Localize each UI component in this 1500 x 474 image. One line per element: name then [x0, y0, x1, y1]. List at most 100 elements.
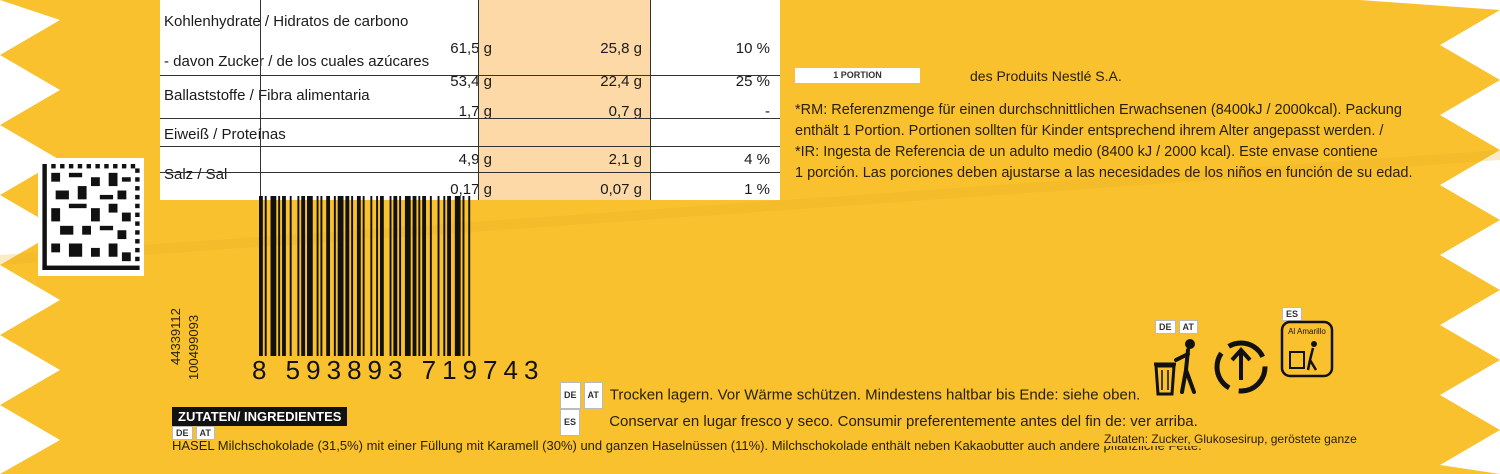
- value-per-100g: 0,17 g: [450, 181, 492, 198]
- storage-de-text: Trocken lagern. Vor Wärme schützen. Mind…: [609, 386, 1141, 404]
- reference-intake-text: *RM: Referenzmenge für einen durchschnit…: [795, 100, 1413, 184]
- yellow-bin-icon: Al Amarillo: [1280, 320, 1334, 378]
- barcode-bar: [326, 196, 331, 356]
- lang-badge: ES: [560, 409, 581, 436]
- storage-info: DE AT Trocken lagern. Vor Wärme schützen.…: [560, 382, 1198, 436]
- barcode-bar: [379, 196, 384, 356]
- barcode-bar: [297, 196, 300, 356]
- value-per-100g: 4,9 g: [458, 151, 492, 168]
- reference-line: 1 porción. Las porciones deben ajustarse…: [795, 165, 1413, 181]
- data-matrix-code: [38, 158, 144, 276]
- reference-line: *IR: Ingesta de Referencia de un adulto …: [795, 144, 1378, 160]
- value-per-100g: 1,7 g: [458, 103, 492, 120]
- barcode-bar: [468, 196, 471, 356]
- barcode-bar: [289, 196, 292, 356]
- reference-line: *RM: Referenzmenge für einen durchschnit…: [795, 102, 1402, 118]
- barcode-bar: [429, 196, 432, 356]
- value-per-portion: 22,4 g: [600, 73, 642, 90]
- barcode-bar: [454, 196, 461, 356]
- barcode: [259, 196, 471, 356]
- table-divider: [260, 0, 261, 200]
- barcode-bar: [259, 196, 263, 356]
- value-per-portion: 0,7 g: [608, 103, 642, 120]
- storage-es-line: ES Conservar en lugar fresco y seco. Con…: [560, 409, 1198, 436]
- barcode-bar: [443, 196, 446, 356]
- barcode-bar: [345, 196, 350, 356]
- table-divider: [478, 0, 479, 200]
- barcode-bar: [320, 196, 323, 356]
- nutrition-table: Kohlenhydrate / Hidratos de carbono - da…: [160, 0, 780, 200]
- table-row: 4,9 g 2,1 g 4 %: [160, 150, 780, 170]
- barcode-number: 8 593893 719743: [252, 355, 545, 385]
- barcode-bar: [376, 196, 379, 356]
- storage-es-text: Conservar en lugar fresco y seco. Consum…: [609, 413, 1198, 431]
- table-row: Salz / Sal: [160, 165, 780, 185]
- ingredients-badges: DE AT: [172, 424, 218, 442]
- barcode-bar: [437, 196, 440, 356]
- value-per-portion: 2,1 g: [608, 151, 642, 168]
- barcode-bar: [447, 196, 451, 356]
- table-divider: [160, 172, 780, 173]
- reference-line: enthält 1 Portion. Portionen sollten für…: [795, 123, 1384, 139]
- barcode-bar: [356, 196, 361, 356]
- recycling-arrows-icon: [1214, 340, 1268, 394]
- table-highlight-column: [478, 0, 650, 200]
- ingredients-title: ZUTATEN/ INGREDIENTES: [172, 407, 348, 426]
- barcode-bar: [301, 196, 306, 356]
- lang-badge: DE: [172, 425, 193, 440]
- value-ri-percent: 25 %: [735, 73, 770, 90]
- table-row: Kohlenhydrate / Hidratos de carbono: [160, 12, 780, 32]
- value-per-100g: 53,4 g: [450, 73, 492, 90]
- nutrient-label: - davon Zucker / de los cuales azúcares: [164, 53, 430, 70]
- nestle-text: des Produits Nestlé S.A.: [970, 68, 1122, 84]
- nutrient-label: Ballaststoffe / Fibra alimentaria: [164, 87, 370, 104]
- barcode-bar: [462, 196, 465, 356]
- value-ri-percent: 1 %: [744, 181, 770, 198]
- table-divider: [160, 118, 780, 119]
- lang-badge: AT: [195, 425, 215, 440]
- storage-de-line: DE AT Trocken lagern. Vor Wärme schützen.…: [560, 382, 1198, 409]
- barcode-bar: [412, 196, 417, 356]
- table-row: 0,17 g 0,07 g 1 %: [160, 180, 780, 200]
- nutrient-label: Eiweiß / Proteínas: [164, 126, 286, 143]
- table-divider: [160, 75, 780, 76]
- barcode-bar: [422, 196, 427, 356]
- barcode-bar: [333, 196, 336, 356]
- lang-badge: DE: [560, 382, 581, 409]
- nutrient-label: Kohlenhydrate / Hidratos de carbono: [164, 13, 409, 30]
- table-divider: [160, 146, 780, 147]
- table-divider: [650, 0, 651, 200]
- ingredients-text: HASEL Milchschokolade (31,5%) mit einer …: [172, 438, 1202, 453]
- value-ri-percent: 4 %: [744, 151, 770, 168]
- barcode-bar: [316, 196, 319, 356]
- recycle-badges: DE AT: [1155, 318, 1201, 336]
- barcode-bar: [278, 196, 281, 356]
- product-code: 44339112: [168, 308, 183, 365]
- ingredients-right-text: Zutaten: Zucker, Glukosesirup, geröstete…: [1100, 432, 1357, 446]
- value-per-100g: 61,5 g: [450, 40, 492, 57]
- barcode-bar: [307, 196, 313, 356]
- table-row: 53,4 g 22,4 g 25 % Ballaststoffe / Fibra…: [160, 73, 780, 115]
- barcode-bar: [399, 196, 402, 356]
- barcode-bar: [282, 196, 286, 356]
- portion-label: 1 PORTION: [795, 68, 920, 83]
- barcode-bar: [264, 196, 267, 356]
- lang-badge: AT: [583, 382, 603, 409]
- barcode-bar: [351, 196, 354, 356]
- product-code: 100499093: [186, 314, 201, 380]
- table-row: - davon Zucker / de los cuales azúcares …: [160, 40, 780, 72]
- barcode-bar: [370, 196, 373, 356]
- value-ri-percent: 10 %: [735, 40, 770, 57]
- barcode-bar: [389, 196, 392, 356]
- barcode-bar: [337, 196, 344, 356]
- lang-badge: DE: [1155, 319, 1176, 334]
- barcode-bar: [404, 196, 411, 356]
- barcode-bar: [418, 196, 421, 356]
- value-per-portion: 25,8 g: [600, 40, 642, 57]
- value-per-portion: 0,07 g: [600, 181, 642, 198]
- barcode-bar: [393, 196, 398, 356]
- barcode-bar: [362, 196, 365, 356]
- yellow-bin-label: Al Amarillo: [1288, 327, 1326, 336]
- nutrient-label: Salz / Sal: [164, 166, 228, 183]
